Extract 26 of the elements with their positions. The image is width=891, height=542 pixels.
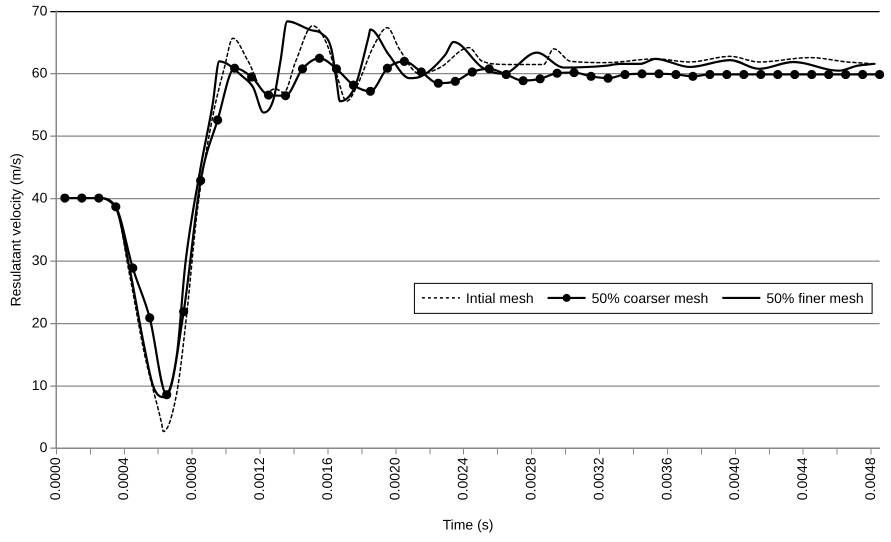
y-tick-label: 60 — [32, 64, 48, 81]
x-tick-label: 0.0028 — [522, 457, 538, 500]
y-tick-label: 10 — [32, 376, 48, 393]
x-tick-label: 0.0020 — [386, 457, 403, 500]
x-tick-label: 0.0044 — [794, 457, 810, 500]
legend-label: 50% coarser mesh — [592, 290, 708, 306]
y-tick-label: 30 — [32, 252, 48, 268]
y-tick-label: 50 — [32, 127, 48, 144]
y-tick-label: 20 — [32, 314, 48, 330]
x-tick-label: 0.0024 — [454, 457, 471, 500]
y-tick-label: 40 — [32, 190, 48, 206]
legend-label: 50% finer mesh — [766, 290, 864, 306]
y-axis-title: Resulatant velocity (m/s) — [7, 153, 24, 307]
x-tick-label: 0.0000 — [47, 457, 64, 500]
x-tick-label: 0.0048 — [862, 457, 878, 500]
x-tick-label: 0.0012 — [250, 457, 267, 500]
legend-label: Intial mesh — [466, 290, 534, 306]
x-axis-title: Time (s) — [442, 516, 494, 532]
x-tick-label: 0.0004 — [115, 457, 132, 500]
x-tick-label: 0.0032 — [590, 457, 606, 500]
x-tick-label: 0.0040 — [726, 457, 742, 500]
x-tick-label: 0.0016 — [318, 457, 335, 500]
y-tick-label: 0 — [40, 439, 48, 456]
x-tick-label: 0.0036 — [658, 457, 674, 500]
x-tick-label: 0.0008 — [183, 457, 200, 500]
y-tick-label: 70 — [32, 2, 48, 18]
